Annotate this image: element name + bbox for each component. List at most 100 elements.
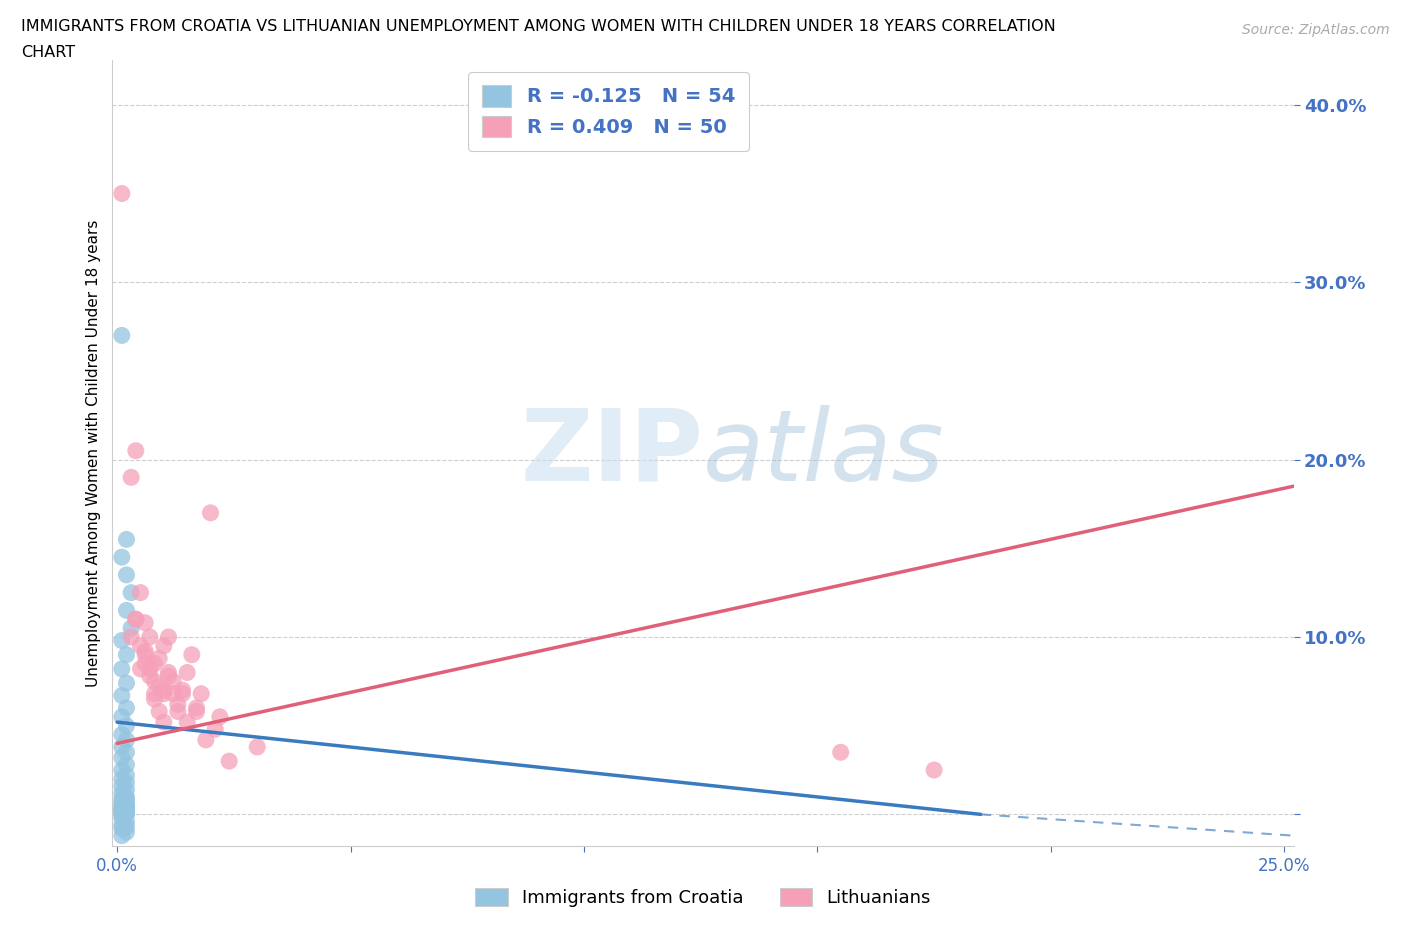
Point (115, 782, 138, 797)
Text: CHART: CHART (21, 45, 75, 60)
Point (148, 651, 170, 666)
Point (111, 805, 134, 820)
Point (111, 798, 134, 813)
Point (134, 616, 156, 631)
Point (115, 757, 138, 772)
Point (162, 686, 184, 701)
Point (111, 790, 134, 805)
Point (172, 686, 194, 701)
Point (148, 704, 170, 719)
Point (111, 804, 134, 818)
Point (115, 796, 138, 811)
Point (153, 683, 176, 698)
Point (115, 807, 138, 822)
Point (115, 805, 138, 820)
Text: atlas: atlas (703, 405, 945, 502)
Point (111, 778, 134, 793)
Point (125, 612, 148, 627)
Point (134, 657, 156, 671)
Point (115, 647, 138, 662)
Point (115, 718, 138, 733)
Text: Source: ZipAtlas.com: Source: ZipAtlas.com (1241, 23, 1389, 37)
Point (129, 661, 152, 676)
Point (111, 829, 134, 844)
Point (120, 470, 142, 485)
Point (111, 802, 134, 817)
Point (111, 807, 134, 822)
Point (115, 676, 138, 691)
Point (115, 804, 138, 818)
Point (218, 753, 240, 768)
Point (115, 790, 138, 804)
Point (157, 665, 180, 680)
Point (111, 328, 134, 343)
Text: ZIP: ZIP (520, 405, 703, 502)
Point (186, 700, 208, 715)
Point (153, 686, 176, 701)
Point (120, 620, 142, 635)
Point (111, 727, 134, 742)
Point (115, 814, 138, 829)
Point (148, 679, 170, 694)
Point (115, 733, 138, 748)
Point (922, 763, 945, 777)
Point (111, 661, 134, 676)
Point (111, 710, 134, 724)
Point (143, 674, 166, 689)
Point (200, 505, 222, 520)
Point (157, 669, 180, 684)
Point (115, 603, 138, 618)
Point (111, 800, 134, 815)
Point (111, 794, 134, 809)
Point (143, 692, 166, 707)
Point (204, 722, 226, 737)
Point (120, 630, 142, 644)
Legend: Immigrants from Croatia, Lithuanians: Immigrants from Croatia, Lithuanians (465, 879, 941, 916)
Point (115, 532, 138, 547)
Point (134, 647, 156, 662)
Point (115, 825, 138, 840)
Point (129, 585, 152, 600)
Point (115, 800, 138, 815)
Point (111, 786, 134, 801)
Point (166, 704, 188, 719)
Point (208, 710, 231, 724)
Point (115, 775, 138, 790)
Point (190, 686, 212, 701)
Point (111, 772, 134, 787)
Point (115, 792, 138, 807)
Point (125, 444, 148, 458)
Point (111, 550, 134, 565)
Point (153, 714, 176, 729)
Point (129, 638, 152, 653)
Point (176, 665, 198, 680)
Point (111, 186, 134, 201)
Point (157, 630, 180, 644)
Point (830, 745, 852, 760)
Point (139, 630, 162, 644)
Point (115, 805, 138, 820)
Point (143, 686, 166, 701)
Point (166, 697, 188, 711)
Legend: R = -0.125   N = 54, R = 0.409   N = 50: R = -0.125 N = 54, R = 0.409 N = 50 (468, 72, 748, 151)
Point (139, 661, 162, 676)
Point (111, 804, 134, 818)
Y-axis label: Unemployment Among Women with Children Under 18 years: Unemployment Among Women with Children U… (86, 219, 101, 687)
Point (143, 657, 166, 671)
Point (111, 688, 134, 703)
Point (111, 817, 134, 832)
Point (115, 700, 138, 715)
Point (115, 802, 138, 817)
Point (120, 585, 142, 600)
Point (115, 819, 138, 834)
Point (139, 669, 162, 684)
Point (134, 644, 156, 658)
Point (115, 745, 138, 760)
Point (180, 647, 202, 662)
Point (111, 633, 134, 648)
Point (153, 638, 176, 653)
Point (111, 763, 134, 777)
Point (111, 739, 134, 754)
Point (194, 733, 217, 748)
Point (111, 810, 134, 825)
